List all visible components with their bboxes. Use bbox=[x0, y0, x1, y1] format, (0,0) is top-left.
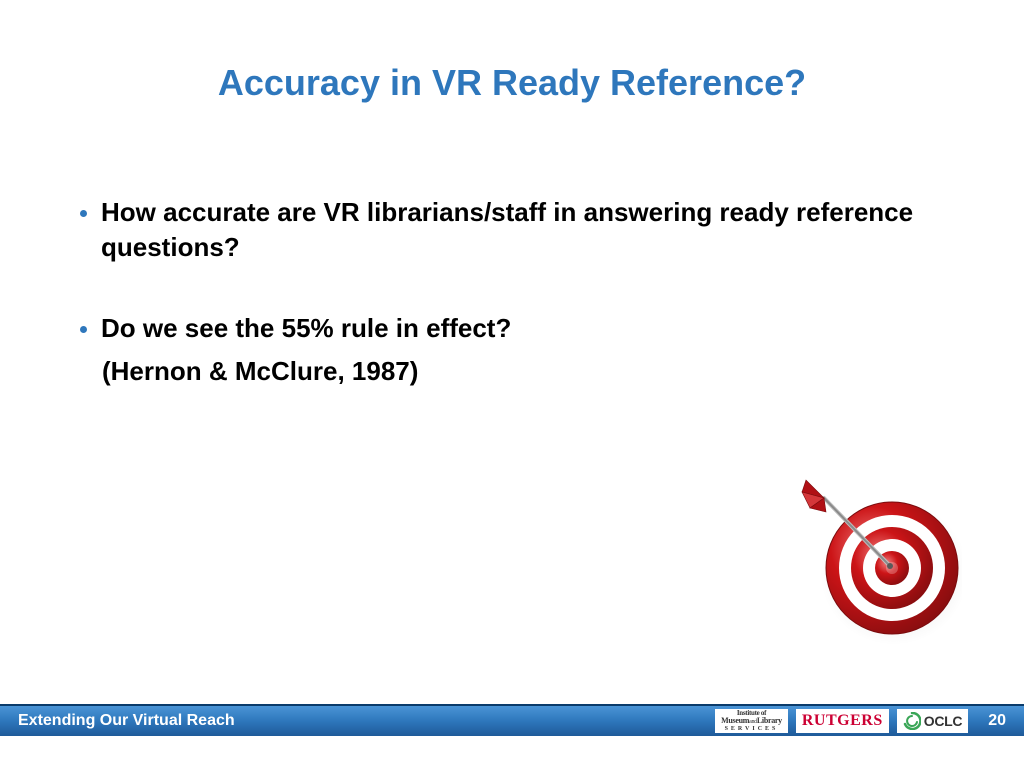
target-dart-graphic bbox=[782, 478, 962, 648]
bullet-text: How accurate are VR librarians/staff in … bbox=[101, 195, 944, 265]
logo-imls: Institute ofMuseumandLibrarySERVICES bbox=[715, 709, 788, 733]
slide: { "title": { "text": "Accuracy in VR Rea… bbox=[0, 0, 1024, 768]
footer-bar: Extending Our Virtual Reach Institute of… bbox=[0, 704, 1024, 736]
slide-body: How accurate are VR librarians/staff in … bbox=[80, 195, 944, 389]
bullet-item: How accurate are VR librarians/staff in … bbox=[80, 195, 944, 265]
bullet-subtext: (Hernon & McClure, 1987) bbox=[102, 354, 944, 389]
footer-title: Extending Our Virtual Reach bbox=[0, 712, 235, 730]
bullet-text: Do we see the 55% rule in effect? bbox=[101, 311, 511, 346]
page-number: 20 bbox=[978, 712, 1024, 730]
oclc-swirl-icon bbox=[903, 712, 921, 730]
bullet-icon bbox=[80, 326, 87, 333]
logo-rutgers: RUTGERS bbox=[796, 709, 889, 733]
bullet-item: Do we see the 55% rule in effect? bbox=[80, 311, 944, 346]
logo-oclc: OCLC bbox=[897, 709, 968, 733]
footer-logos: Institute ofMuseumandLibrarySERVICES RUT… bbox=[715, 706, 978, 736]
slide-title: Accuracy in VR Ready Reference? bbox=[0, 62, 1024, 104]
bullet-icon bbox=[80, 210, 87, 217]
